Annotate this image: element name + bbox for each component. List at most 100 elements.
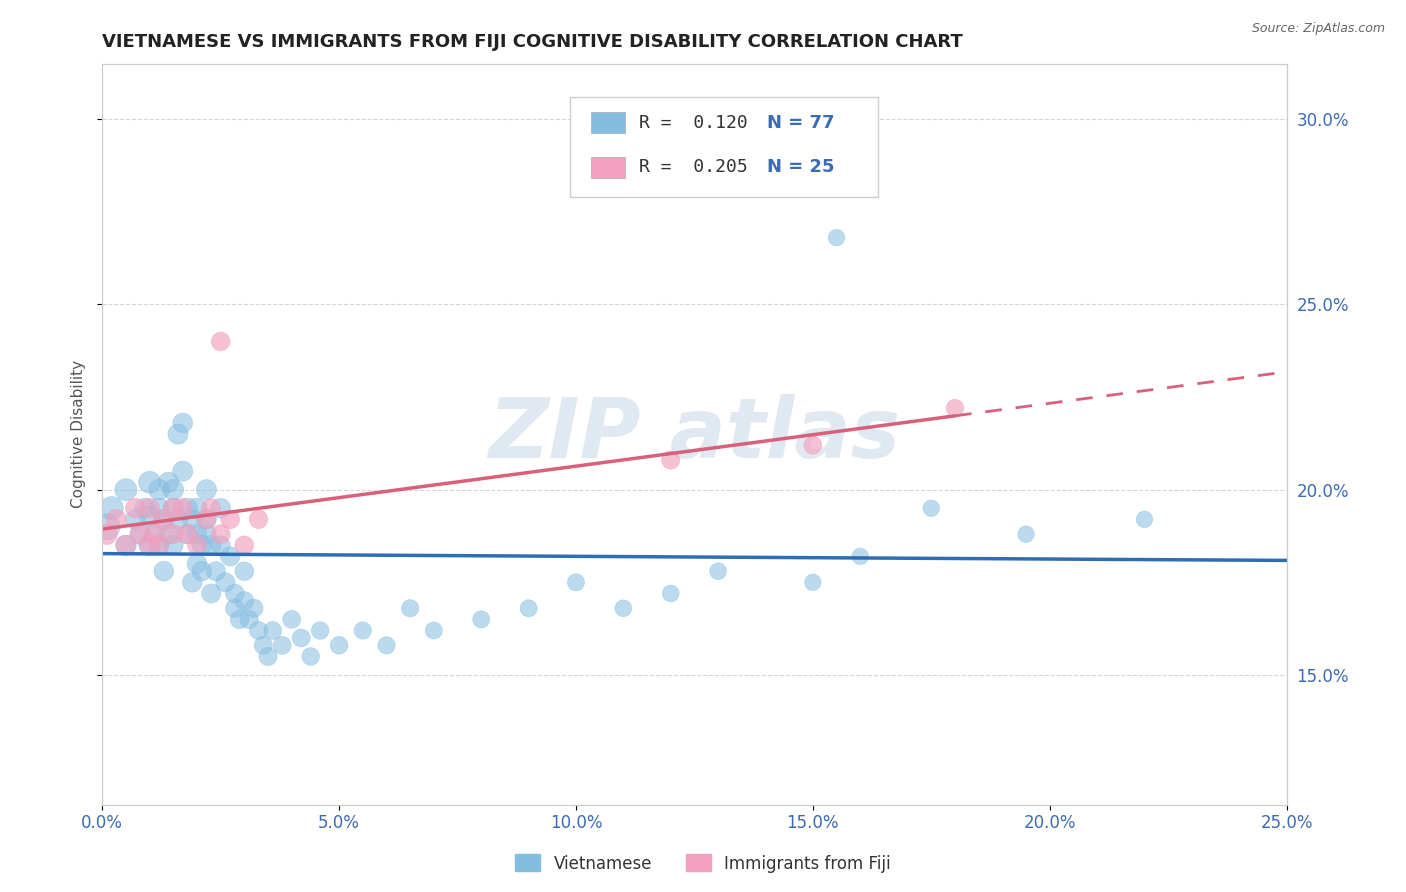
Point: [176, 501, 198, 516]
Point: [352, 624, 374, 638]
Point: [176, 527, 198, 541]
Point: [148, 501, 170, 516]
Point: [224, 601, 246, 615]
Point: [153, 564, 176, 578]
Text: N = 25: N = 25: [766, 158, 834, 177]
Point: [243, 601, 266, 615]
Point: [849, 549, 872, 564]
Point: [181, 575, 204, 590]
Point: [157, 527, 180, 541]
Point: [195, 527, 218, 541]
Point: [247, 512, 270, 526]
Point: [205, 564, 228, 578]
Point: [659, 586, 682, 600]
Point: [612, 601, 634, 615]
Point: [228, 612, 250, 626]
Point: [233, 594, 256, 608]
Bar: [592, 157, 624, 178]
Text: R =  0.205: R = 0.205: [638, 158, 748, 177]
Point: [138, 538, 160, 552]
Point: [209, 527, 232, 541]
Point: [143, 527, 166, 541]
Point: [299, 649, 322, 664]
Text: VIETNAMESE VS IMMIGRANTS FROM FIJI COGNITIVE DISABILITY CORRELATION CHART: VIETNAMESE VS IMMIGRANTS FROM FIJI COGNI…: [103, 33, 963, 51]
Point: [124, 512, 146, 526]
Text: ZIP atlas: ZIP atlas: [488, 393, 900, 475]
Point: [100, 501, 122, 516]
Point: [124, 501, 146, 516]
Point: [143, 527, 166, 541]
Point: [96, 527, 118, 541]
Point: [238, 612, 260, 626]
Point: [825, 230, 848, 244]
Point: [219, 549, 242, 564]
Point: [200, 586, 222, 600]
Point: [247, 624, 270, 638]
Point: [209, 334, 232, 349]
Bar: [592, 112, 624, 133]
Point: [96, 520, 118, 534]
Point: [252, 638, 274, 652]
Point: [1133, 512, 1156, 526]
Point: [328, 638, 350, 652]
Point: [115, 538, 138, 552]
Point: [172, 501, 194, 516]
Point: [801, 438, 824, 452]
Point: [200, 538, 222, 552]
Point: [224, 586, 246, 600]
Point: [138, 508, 160, 523]
Point: [181, 512, 204, 526]
Point: [129, 527, 152, 541]
Point: [195, 483, 218, 497]
Point: [157, 475, 180, 490]
Point: [290, 631, 312, 645]
Point: [195, 512, 218, 526]
Point: [423, 624, 446, 638]
Point: [186, 557, 208, 571]
Point: [162, 501, 184, 516]
Point: [129, 527, 152, 541]
Point: [162, 538, 184, 552]
Point: [138, 475, 160, 490]
Text: N = 77: N = 77: [766, 114, 834, 132]
Point: [233, 564, 256, 578]
Point: [153, 512, 176, 526]
Point: [162, 483, 184, 497]
Point: [801, 575, 824, 590]
Legend: Vietnamese, Immigrants from Fiji: Vietnamese, Immigrants from Fiji: [509, 847, 897, 880]
Point: [565, 575, 588, 590]
Point: [943, 401, 966, 416]
Point: [167, 512, 190, 526]
FancyBboxPatch shape: [569, 97, 877, 197]
Y-axis label: Cognitive Disability: Cognitive Disability: [72, 360, 86, 508]
Point: [153, 512, 176, 526]
Point: [148, 483, 170, 497]
Point: [176, 527, 198, 541]
Point: [219, 512, 242, 526]
Point: [920, 501, 942, 516]
Point: [138, 501, 160, 516]
Point: [209, 501, 232, 516]
Point: [138, 538, 160, 552]
Point: [134, 501, 156, 516]
Point: [167, 427, 190, 442]
Point: [214, 575, 236, 590]
Point: [399, 601, 422, 615]
Point: [115, 483, 138, 497]
Point: [190, 564, 212, 578]
Point: [262, 624, 284, 638]
Point: [115, 538, 138, 552]
Point: [148, 538, 170, 552]
Point: [280, 612, 302, 626]
Point: [186, 501, 208, 516]
Point: [162, 501, 184, 516]
Point: [148, 538, 170, 552]
Point: [190, 538, 212, 552]
Text: R =  0.120: R = 0.120: [638, 114, 748, 132]
Text: Source: ZipAtlas.com: Source: ZipAtlas.com: [1251, 22, 1385, 36]
Point: [172, 416, 194, 430]
Point: [271, 638, 294, 652]
Point: [200, 501, 222, 516]
Point: [1015, 527, 1038, 541]
Point: [659, 453, 682, 467]
